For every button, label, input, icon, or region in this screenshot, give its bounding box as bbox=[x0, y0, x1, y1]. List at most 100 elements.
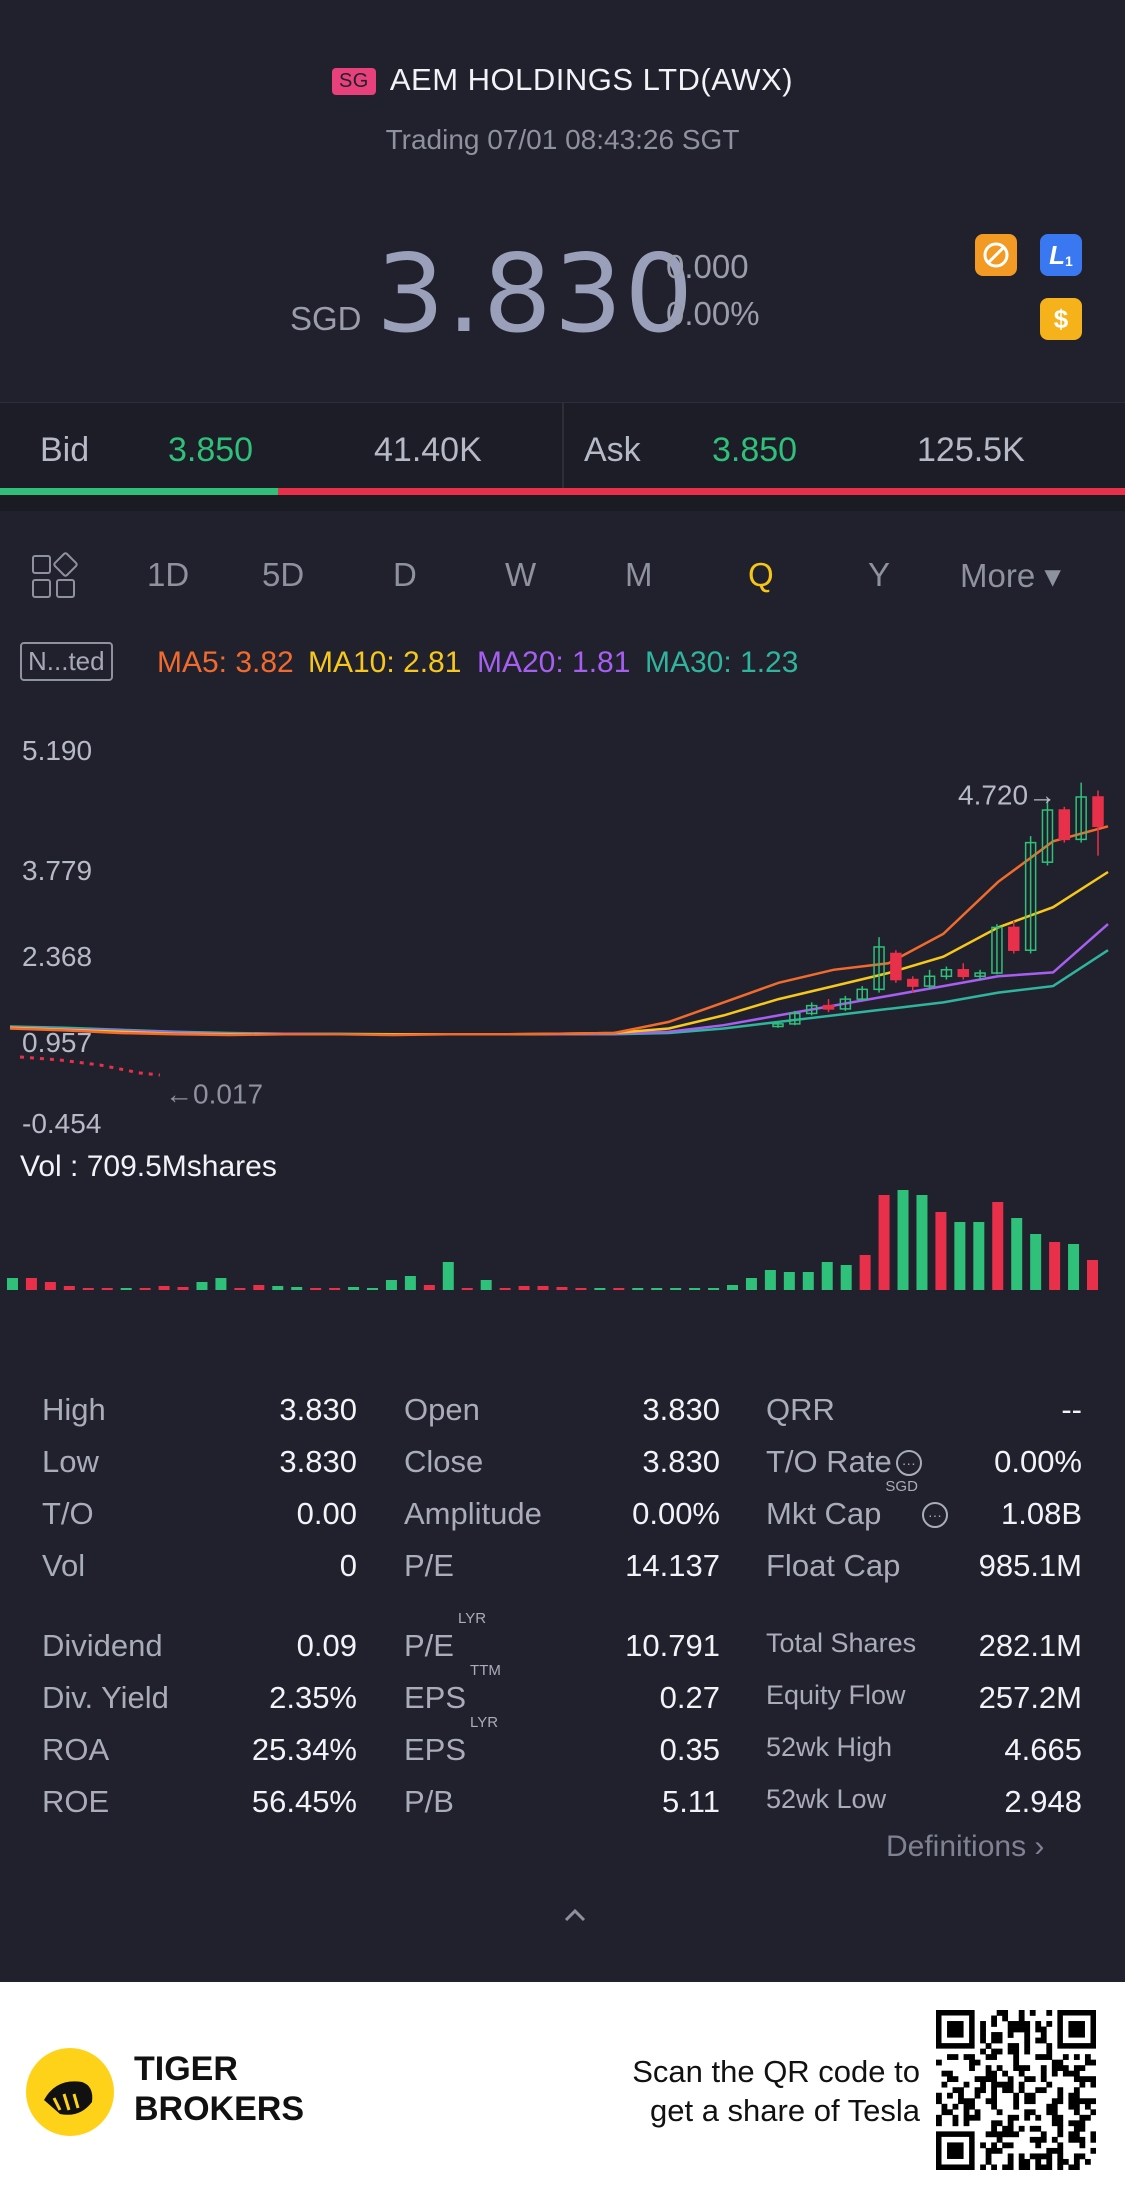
volume-bar bbox=[802, 1272, 814, 1290]
volume-bar bbox=[689, 1288, 701, 1290]
volume-bar bbox=[120, 1288, 132, 1290]
section-separator bbox=[0, 495, 1125, 511]
volume-bar bbox=[575, 1288, 587, 1290]
dollar-icon-text: $ bbox=[1053, 303, 1069, 334]
y-tick-label: 2.368 bbox=[22, 941, 93, 972]
volume-bar bbox=[63, 1286, 75, 1290]
volume-bar bbox=[518, 1286, 530, 1290]
volume-bar bbox=[25, 1278, 37, 1290]
volume-bar bbox=[1049, 1242, 1061, 1290]
stat-label: T/O bbox=[42, 1496, 94, 1531]
stat-label: 52wk Low bbox=[766, 1784, 887, 1814]
tab-m[interactable]: M bbox=[625, 556, 653, 593]
volume-bar bbox=[613, 1288, 625, 1290]
candle-body bbox=[906, 978, 919, 987]
level1-icon-text: L bbox=[1049, 239, 1066, 270]
volume-bar bbox=[708, 1288, 720, 1290]
stat-label: ROA bbox=[42, 1732, 110, 1767]
no-short-sell-icon[interactable] bbox=[975, 234, 1017, 276]
candle-body bbox=[974, 972, 986, 978]
last-price: 3.830 bbox=[376, 232, 696, 357]
stat-value: 0 bbox=[339, 1548, 357, 1583]
candlestick-chart[interactable]: 4.720→ ←0.017 bbox=[0, 720, 1125, 1300]
volume-bar bbox=[556, 1287, 568, 1290]
stat-value: 282.1M bbox=[978, 1628, 1082, 1663]
stat-value: 1.08B bbox=[1000, 1496, 1082, 1531]
stat-label-superscript: SGD bbox=[885, 1477, 918, 1495]
volume-bar bbox=[177, 1287, 189, 1290]
y-tick-label: 5.190 bbox=[22, 735, 93, 766]
tab-5d[interactable]: 5D bbox=[262, 556, 305, 593]
stat-label-superscript: LYR bbox=[470, 1713, 499, 1731]
ma10-line bbox=[9, 870, 1109, 1036]
stat-value: 10.791 bbox=[625, 1628, 720, 1663]
tab-w[interactable]: W bbox=[505, 556, 537, 593]
stat-label: High bbox=[42, 1392, 106, 1427]
tab-q[interactable]: Q bbox=[748, 556, 774, 593]
stat-value: 0.00% bbox=[632, 1496, 720, 1531]
tab-more[interactable]: More ▾ bbox=[960, 557, 1061, 594]
volume-label: Vol : 709.5Mshares bbox=[20, 1150, 277, 1183]
stat-value: 14.137 bbox=[625, 1548, 720, 1583]
stat-label: Amplitude bbox=[404, 1496, 542, 1531]
volume-bar bbox=[196, 1282, 208, 1290]
volume-bar bbox=[745, 1278, 757, 1290]
candle-body bbox=[822, 1004, 835, 1010]
candle-body bbox=[1092, 796, 1104, 828]
candle-body bbox=[923, 975, 936, 987]
volume-bar bbox=[7, 1278, 18, 1290]
volume-bar bbox=[499, 1288, 511, 1290]
volume-bar bbox=[727, 1285, 738, 1290]
tab-d[interactable]: D bbox=[393, 556, 417, 593]
definitions-link[interactable]: Definitions › bbox=[886, 1830, 1045, 1863]
layout-grid-icon[interactable] bbox=[32, 551, 79, 599]
y-tick-label: -0.454 bbox=[22, 1108, 102, 1139]
stat-label: Total Shares bbox=[766, 1628, 917, 1658]
collapse-caret-icon[interactable] bbox=[560, 1900, 590, 1930]
volume-bar bbox=[670, 1288, 682, 1290]
tab-1d[interactable]: 1D bbox=[147, 556, 190, 593]
stat-value: 2.948 bbox=[1004, 1784, 1082, 1819]
stat-value: 985.1M bbox=[978, 1548, 1082, 1583]
stat-label: QRR bbox=[766, 1392, 835, 1427]
stock-title: SG AEM HOLDINGS LTD(AWX) bbox=[0, 62, 1125, 98]
stat-value: 0.27 bbox=[659, 1680, 720, 1715]
candle-body bbox=[805, 1004, 818, 1015]
ma10-value: MA10: 2.81 bbox=[308, 646, 462, 679]
volume-bar bbox=[442, 1262, 454, 1290]
volume-bar bbox=[1011, 1218, 1023, 1290]
stat-value: 25.34% bbox=[251, 1732, 357, 1767]
adjust-mode-button[interactable]: N...ted bbox=[20, 642, 113, 681]
volume-bar bbox=[783, 1272, 795, 1290]
volume-bar bbox=[537, 1286, 549, 1290]
candle-body bbox=[940, 969, 953, 978]
ma20-value: MA20: 1.81 bbox=[477, 646, 631, 679]
volume-bar bbox=[764, 1270, 776, 1290]
max-price-label: 4.720→ bbox=[958, 780, 1056, 811]
market-badge: SG bbox=[331, 68, 376, 95]
qr-code-icon[interactable] bbox=[936, 2010, 1096, 2170]
tiger-logo-icon bbox=[26, 2048, 114, 2136]
candle-body bbox=[957, 969, 970, 978]
info-more-icon[interactable]: ··· bbox=[895, 1450, 922, 1476]
volume-bar bbox=[329, 1288, 341, 1290]
stat-value: 4.665 bbox=[1004, 1732, 1082, 1767]
dollar-icon[interactable]: $ bbox=[1040, 298, 1082, 340]
stat-label: Vol bbox=[42, 1548, 86, 1583]
candle-body bbox=[1058, 809, 1071, 841]
stat-value: 0.00 bbox=[296, 1496, 357, 1531]
stat-label: Div. Yield bbox=[42, 1680, 169, 1715]
candle-body bbox=[890, 952, 902, 981]
volume-bar bbox=[859, 1255, 871, 1290]
volume-bar bbox=[973, 1222, 985, 1290]
volume-bar bbox=[651, 1288, 663, 1290]
ma20-line bbox=[9, 923, 1109, 1036]
price-change-percent: 0.00% bbox=[666, 295, 760, 332]
info-more-icon[interactable]: ··· bbox=[921, 1502, 948, 1528]
ma5-line bbox=[9, 825, 1109, 1037]
stat-value: 257.2M bbox=[978, 1680, 1082, 1715]
candle-body bbox=[991, 926, 1003, 974]
volume-bar bbox=[82, 1288, 94, 1290]
tab-y[interactable]: Y bbox=[868, 556, 891, 593]
